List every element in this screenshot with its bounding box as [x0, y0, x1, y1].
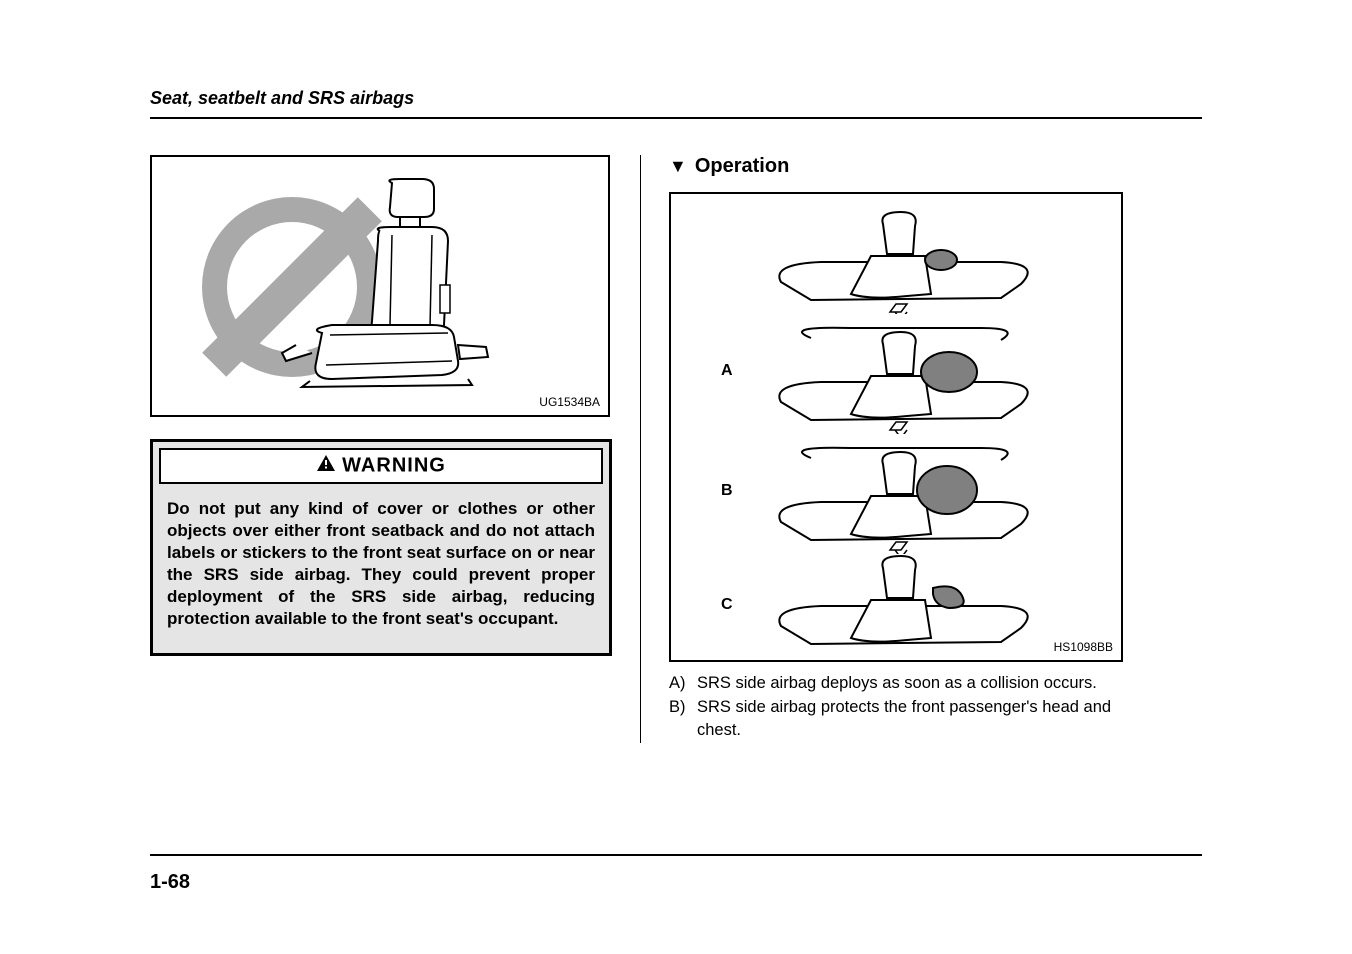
caption-text: SRS side airbag protects the front passe… [697, 696, 1130, 741]
footer-rule [150, 854, 1202, 856]
down-triangle-marker: ▼ [669, 156, 687, 176]
airbag-stage-b [701, 434, 1101, 554]
figure-captions: A) SRS side airbag deploys as soon as a … [669, 672, 1130, 741]
warning-header: WARNING [159, 448, 603, 484]
warning-triangle-icon [316, 454, 336, 478]
manual-page: Seat, seatbelt and SRS airbags [0, 0, 1352, 954]
seat-prohibition-figure: UG1534BA [150, 155, 610, 417]
caption-text: SRS side airbag deploys as soon as a col… [697, 672, 1097, 694]
operation-heading-text: Operation [695, 155, 789, 177]
airbag-stage-c [701, 554, 1101, 654]
caption-item-b: B) SRS side airbag protects the front pa… [669, 696, 1130, 741]
warning-body-text: Do not put any kind of cover or clothes … [153, 484, 609, 653]
warning-label: WARNING [342, 454, 446, 476]
page-number: 1-68 [150, 871, 190, 894]
figure-code-left: UG1534BA [539, 395, 600, 409]
car-seat-illustration [272, 175, 532, 395]
operation-heading: ▼ Operation [669, 155, 1130, 178]
section-header: Seat, seatbelt and SRS airbags [150, 88, 1202, 109]
caption-item-a: A) SRS side airbag deploys as soon as a … [669, 672, 1130, 694]
two-column-layout: UG1534BA WARNING Do not put any kind of … [150, 155, 1202, 743]
caption-letter: A) [669, 672, 697, 694]
airbag-stage-a [701, 314, 1101, 434]
warning-callout: WARNING Do not put any kind of cover or … [150, 439, 612, 656]
left-column: UG1534BA WARNING Do not put any kind of … [150, 155, 640, 743]
right-column: ▼Operation A [640, 155, 1130, 743]
header-rule [150, 117, 1202, 119]
figure-code-right: HS1098BB [1054, 640, 1113, 654]
airbag-stage-initial [701, 204, 1101, 314]
caption-letter: B) [669, 696, 697, 741]
airbag-operation-figure: A B [669, 192, 1123, 662]
